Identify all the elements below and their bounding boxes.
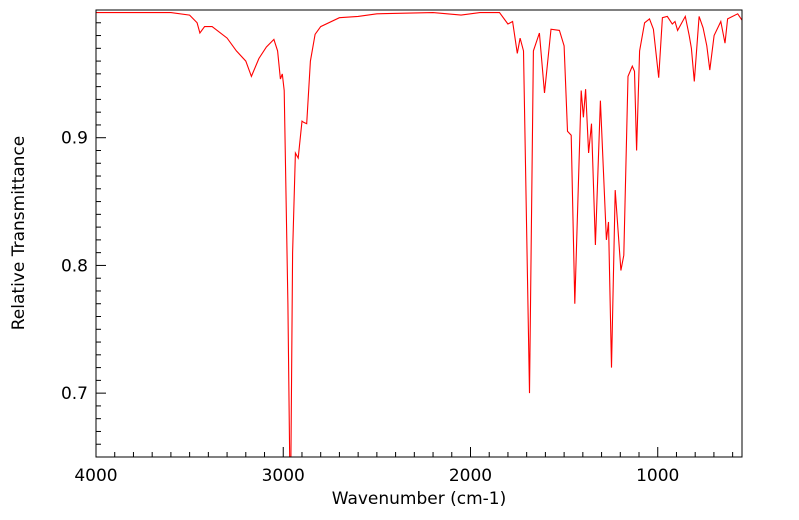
x-tick-label: 2000 bbox=[449, 466, 492, 486]
tick-labels: 4000 3000 2000 1000 0.7 0.8 0.9 bbox=[61, 129, 679, 486]
y-tick-label: 0.8 bbox=[61, 256, 88, 276]
plot-frame bbox=[95, 9, 743, 458]
x-axis-label: Wavenumber (cm-1) bbox=[332, 489, 507, 509]
x-tick-label: 3000 bbox=[262, 466, 305, 486]
spectrum-line bbox=[96, 12, 742, 457]
y-tick-label: 0.7 bbox=[61, 384, 88, 404]
y-tick-label: 0.9 bbox=[61, 129, 88, 149]
x-tick-label: 4000 bbox=[74, 466, 117, 486]
y-axis-label: Relative Transmittance bbox=[9, 136, 29, 331]
x-tick-label: 1000 bbox=[636, 466, 679, 486]
axis-ticks bbox=[95, 22, 734, 458]
